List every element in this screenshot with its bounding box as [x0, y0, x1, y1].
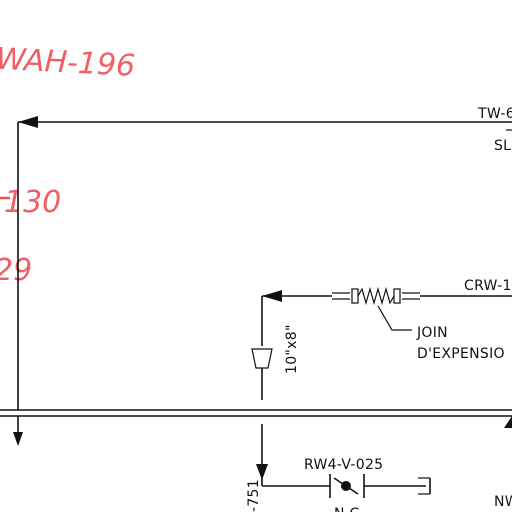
sl-label: SL [494, 138, 511, 154]
nw-label: NW [494, 494, 512, 510]
markup-wah-tag: WAH-196 [0, 42, 136, 84]
valve-tag-label: RW4-V-025 [304, 457, 383, 473]
tw-pipe-line [17, 116, 512, 410]
reducer-size-label: 10"x8" [284, 324, 300, 374]
gate-valve-icon [329, 474, 365, 498]
flow-arrow-icon [13, 432, 23, 446]
left-drop-line [13, 416, 23, 446]
markup-29: 29 [0, 253, 32, 288]
expansion-joint-label-2: D'EXPENSIO [417, 346, 505, 362]
joint-leader-line [377, 305, 412, 331]
tw-line-label: TW-6 [477, 106, 512, 122]
reducer-icon [251, 348, 273, 400]
markup-130: 130 [4, 185, 61, 220]
valve-branch-line [256, 424, 330, 487]
flow-arrow-icon [256, 464, 268, 480]
main-header-pipe [0, 409, 512, 428]
expansion-joint-icon [332, 286, 420, 306]
valve-state-label: N.C. [334, 506, 364, 512]
end-cap-icon [364, 477, 431, 495]
crw-line-label: CRW-1 [464, 278, 512, 294]
left-tag-label: -751 [246, 479, 262, 512]
expansion-joint-label-1: JOIN [416, 325, 448, 341]
flow-arrow-icon [18, 116, 38, 128]
flow-arrow-icon [504, 416, 512, 428]
flow-arrow-icon [262, 290, 282, 302]
crw-pipe-line [261, 290, 512, 346]
